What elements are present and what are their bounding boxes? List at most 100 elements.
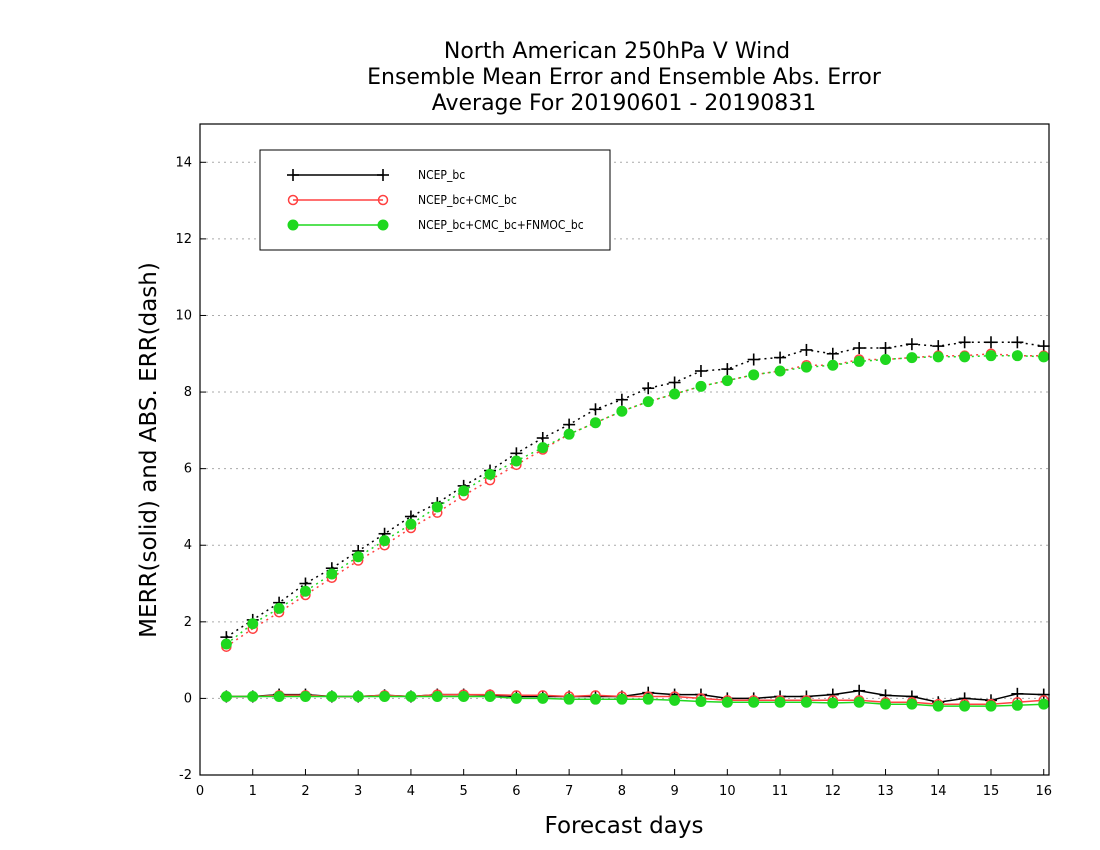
abs-err-point [880,354,892,366]
merr-point [484,690,496,702]
y-tick-label: 0 [184,691,192,706]
abs-err-point [405,518,417,530]
abs-err-point [615,393,628,406]
abs-err-point [247,618,259,630]
abs-err-point [484,468,496,480]
x-tick-label: 2 [301,784,309,799]
abs-err-point [510,455,522,467]
merr-point [458,690,470,702]
merr-point [985,700,997,712]
y-tick-label: 10 [175,308,192,323]
merr-point [247,690,259,702]
legend-marker [287,194,299,206]
merr-point [220,690,232,702]
abs-err-point [932,351,944,363]
plot-frame [199,123,1050,776]
abs-err-point [1011,350,1023,362]
x-tick-label: 11 [772,784,789,799]
abs-err-point [905,338,918,351]
x-tick-label: 5 [460,784,468,799]
abs-err-point [431,501,443,513]
x-tick-label: 7 [565,784,573,799]
merr-point [853,684,866,697]
abs-err-line [225,341,1044,638]
legend-item-1: NCEP_bc [287,168,465,182]
abs-err-point [695,380,707,392]
x-tick-label: 15 [983,784,1000,799]
y-tick-label: 14 [175,155,192,170]
legend-item-3: NCEP_bc+CMC_bc+FNMOC_bc [287,218,584,232]
abs-err-point [668,376,681,389]
title-line-1: North American 250hPa V Wind [444,39,790,64]
abs-err-point [616,405,628,417]
x-tick-label: 12 [825,784,842,799]
abs-err-point [721,363,734,376]
abs-err-point [985,350,997,362]
y-tick-label: 4 [184,538,192,553]
merr-point [537,692,549,704]
merr-point [880,698,892,710]
legend-label: NCEP_bc+CMC_bc+FNMOC_bc [418,218,584,232]
legend-label: NCEP_bc [418,168,465,182]
merr-point [563,693,575,705]
abs-err-point [563,418,576,431]
merr-point [932,700,944,712]
abs-err-point [853,355,865,367]
abs-err-point [694,364,707,377]
abs-err-point [879,342,892,355]
legend-marker [377,219,389,231]
abs-err-line [225,354,1044,645]
abs-err-point [589,417,601,429]
merr-point [352,690,364,702]
y-tick-label: 2 [184,615,192,630]
merr-point [906,698,918,710]
legend-marker [377,194,389,206]
legend-label: NCEP_bc+CMC_bc [418,193,517,207]
abs-err-point [589,403,602,416]
merr-point [379,690,391,702]
abs-err-point [959,351,971,363]
abs-err-point [774,351,787,364]
abs-err-point [984,336,997,349]
legend-marker [287,219,299,231]
y-tick-label: 8 [184,385,192,400]
x-tick-label: 4 [407,784,415,799]
merr-point [510,692,522,704]
merr-point [616,693,628,705]
abs-err-point [642,382,655,395]
x-tick-label: 8 [618,784,626,799]
merr-point [721,696,733,708]
abs-err-point [458,485,470,497]
x-axis-label: Forecast days [545,813,704,839]
abs-err-point [326,568,338,580]
plot-area [220,336,1050,712]
merr-point [695,695,707,707]
merr-point [642,693,654,705]
merr-point [800,696,812,708]
x-tick-label: 0 [196,784,204,799]
abs-err-point [932,340,945,353]
y-tick-label: 12 [175,232,192,247]
merr-point [853,696,865,708]
abs-err-point [747,353,760,366]
abs-err-point [352,551,364,563]
abs-err-point [800,343,813,356]
merr-point [669,694,681,706]
merr-point [959,700,971,712]
abs-err-point [853,342,866,355]
merr-point [405,690,417,702]
merr-point [1011,699,1023,711]
abs-err-line [225,353,1044,648]
abs-err-point [748,369,760,381]
legend-item-2: NCEP_bc+CMC_bc [287,193,517,207]
chart-title: North American 250hPa V Wind Ensemble Me… [367,39,882,116]
legend-marker [377,169,389,181]
x-tick-label: 16 [1035,784,1052,799]
abs-err-point [669,388,681,400]
x-tick-label: 10 [719,784,736,799]
x-tick-label: 6 [512,784,520,799]
grid [200,161,1049,776]
abs-err-point [906,352,918,364]
